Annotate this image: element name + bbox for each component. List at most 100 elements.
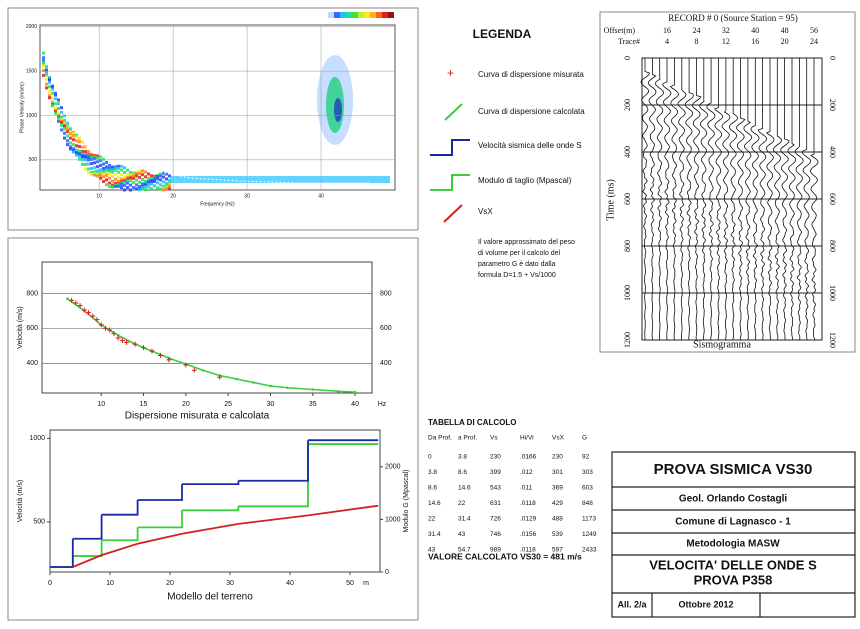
g-step [72, 540, 103, 557]
y-tick-label: 600 [26, 325, 38, 332]
x-tick-label: 20 [166, 580, 174, 587]
spectrum-cell [66, 134, 69, 138]
spectrum-cell [78, 136, 81, 140]
spectrum-cell [42, 73, 45, 77]
spectrum-cell [117, 166, 120, 170]
calculated-point [116, 334, 120, 337]
spectrum-cell [114, 185, 117, 189]
spectrum-cell [72, 147, 75, 151]
spectrum-cell [135, 178, 138, 182]
spectrum-cell [42, 61, 45, 65]
spectrum-cell [378, 176, 382, 183]
table-header: a Prof. [458, 435, 477, 442]
spectrum-cell [69, 136, 72, 140]
spectrum-cell [374, 176, 378, 183]
measured-point [166, 357, 172, 363]
spectrum-cell [138, 188, 141, 192]
spectrum-cell [45, 73, 48, 77]
spectrum-cell [69, 141, 72, 145]
spectrum-cell [54, 91, 57, 95]
y2-tick-label: 200 [828, 99, 837, 111]
table-cell: 14.6 [428, 500, 441, 507]
spectrum-cell [102, 172, 105, 176]
trace [721, 57, 731, 341]
date: Ottobre 2012 [678, 599, 733, 609]
spectrum-cell [75, 139, 78, 143]
vs-step [182, 480, 240, 486]
table-cell: 1173 [582, 516, 596, 523]
y-axis-label: Velocità (m/s) [17, 480, 24, 522]
spectrum-cell [60, 123, 63, 127]
spectrum-cell [147, 182, 150, 186]
trace [750, 57, 760, 341]
spectrum-cell [69, 132, 72, 136]
spectrum-cell [162, 175, 165, 179]
spectrum-cell [168, 174, 171, 178]
spectrum-cell [294, 176, 298, 183]
spectrum-cell [81, 149, 84, 153]
vs-step [50, 538, 74, 568]
spectrum-cell [144, 179, 147, 183]
spectrum-cell [159, 172, 162, 176]
spectrum-cell [170, 176, 174, 183]
spectrum-cell [72, 134, 75, 138]
spectrum-cell [111, 179, 114, 183]
vs-step [137, 484, 183, 501]
spectrum-cell [99, 168, 102, 172]
x-tick-label: 40 [318, 193, 324, 199]
table-cell: 726 [490, 516, 501, 523]
colorbar-cell [346, 12, 352, 18]
measured-point [81, 307, 87, 313]
spectrum-cell [162, 184, 165, 188]
g-step [101, 527, 139, 542]
spectrum-cell [117, 179, 120, 183]
table-cell: 22 [458, 500, 466, 507]
spectrum-image [42, 51, 390, 192]
table-header: VsX [552, 435, 565, 442]
table-cell: 543 [490, 485, 501, 492]
spectrum-cell [51, 87, 54, 91]
spectrum-cell [358, 176, 362, 183]
spectrum-cell [156, 186, 159, 190]
y-axis-label: Phase Velocity (m/sec) [19, 82, 25, 133]
spectrum-cell [51, 100, 54, 104]
spectrum-cell [96, 174, 99, 178]
g-step [182, 506, 240, 512]
x-unit: Hz [378, 401, 387, 408]
colorbar-cell [352, 12, 358, 18]
trace [677, 57, 687, 341]
trace-number: 8 [694, 37, 698, 46]
trace [765, 57, 775, 341]
table-cell: 8.6 [428, 485, 437, 492]
spectrum-cell [156, 181, 159, 185]
spectrum-cell [202, 176, 206, 183]
spectrum-cell [96, 172, 99, 176]
spectrum-cell [129, 176, 132, 180]
y-tick-label: 500 [29, 157, 38, 163]
calculated-point [286, 386, 289, 390]
spectrum-cell [54, 106, 57, 110]
spectrum-cell [117, 183, 120, 187]
spectrum-cell [135, 187, 138, 191]
spectrum-cell [96, 156, 99, 160]
spectrum-cell [81, 145, 84, 149]
g-step [50, 556, 74, 569]
measured-point [132, 341, 138, 347]
spectrum-cell [182, 176, 186, 183]
spectrum-cell [78, 145, 81, 149]
measured-point [217, 374, 223, 380]
spectrum-cell [126, 181, 129, 185]
spectrum-cell [123, 166, 126, 170]
spectrum-cell [105, 183, 108, 187]
x-tick-label: 10 [97, 401, 105, 408]
spectrum-cell [120, 177, 123, 181]
legend-note: Il valore approssimato del peso di volum… [478, 239, 575, 279]
spectrum-cell [165, 181, 168, 185]
spectrum-cell [123, 175, 126, 179]
spectrum-cell [126, 168, 129, 172]
calculated-point [66, 297, 69, 300]
y2-axis-label: Modulo G (Mpascal) [403, 469, 410, 532]
x-tick-label: 20 [182, 401, 190, 408]
y2-tick-label: 400 [828, 146, 837, 158]
report-title: PROVA SISMICA VS30 [654, 461, 813, 478]
